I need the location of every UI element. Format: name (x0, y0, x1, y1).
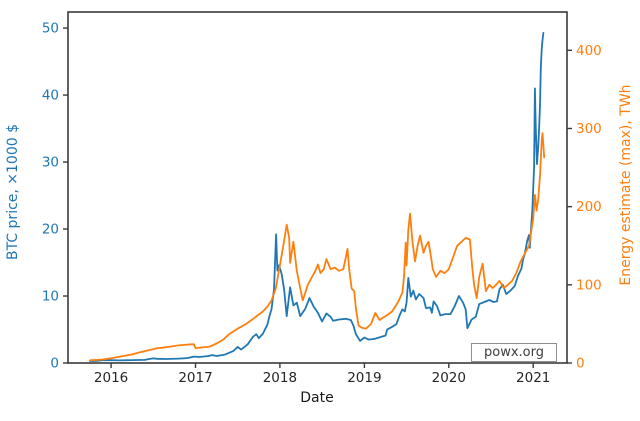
y-left-tick-label: 10 (42, 289, 59, 305)
plot-frame (67, 11, 568, 364)
y-axis-label-right: Energy estimate (max), TWh (618, 84, 634, 286)
energy-estimate-line (89, 132, 546, 362)
x-axis-label: Date (300, 390, 334, 406)
watermark-text: powx.org (471, 343, 557, 362)
btc-price-line (89, 31, 545, 362)
y-right-tick-label: 0 (576, 356, 585, 372)
x-tick-label: 2019 (347, 370, 381, 386)
y-right-tick-label: 400 (576, 43, 602, 59)
y-left-tick-label: 0 (50, 356, 59, 372)
x-tick-label: 2017 (178, 370, 212, 386)
y-right-tick-label: 100 (576, 277, 602, 293)
y-left-tick-label: 50 (42, 21, 59, 37)
y-right-tick-label: 200 (576, 199, 602, 215)
y-left-tick-label: 40 (42, 88, 59, 104)
y-left-tick-label: 30 (42, 155, 59, 171)
x-tick-label: 2020 (432, 370, 466, 386)
y-axis-label-left: BTC price, ×1000 $ (5, 123, 21, 261)
x-tick-label: 2016 (94, 370, 128, 386)
y-left-tick-label: 20 (42, 222, 59, 238)
y-right-tick-label: 300 (576, 121, 602, 137)
x-tick-label: 2021 (516, 370, 550, 386)
x-tick-label: 2018 (263, 370, 297, 386)
